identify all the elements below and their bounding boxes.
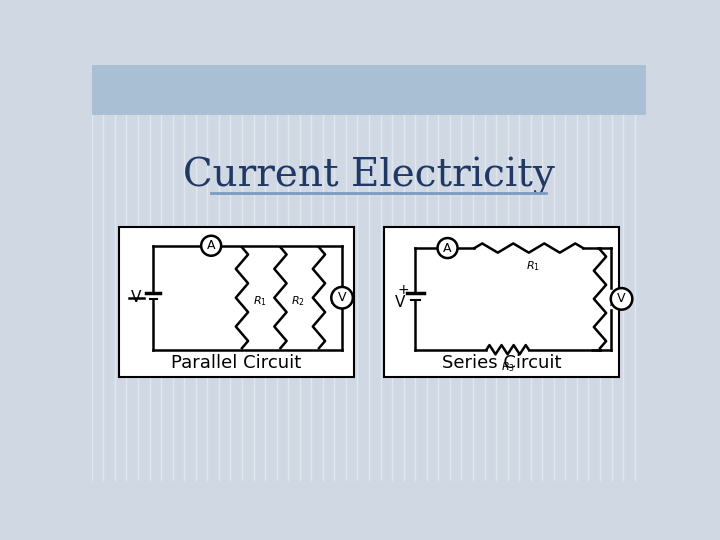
- Text: $R_2$: $R_2$: [291, 295, 305, 308]
- Text: A: A: [444, 241, 451, 254]
- Text: V: V: [131, 290, 142, 305]
- FancyBboxPatch shape: [384, 226, 619, 377]
- Text: V: V: [338, 291, 346, 304]
- Text: $R_1$: $R_1$: [253, 295, 266, 308]
- Circle shape: [331, 287, 353, 308]
- Circle shape: [438, 238, 457, 258]
- FancyBboxPatch shape: [119, 226, 354, 377]
- Text: +: +: [397, 282, 409, 296]
- Text: Series Circuit: Series Circuit: [442, 354, 562, 372]
- Text: V: V: [395, 295, 405, 310]
- Text: $R_2$: $R_2$: [609, 296, 623, 309]
- Text: Parallel Circuit: Parallel Circuit: [171, 354, 301, 372]
- Text: $R_3$: $R_3$: [330, 295, 343, 308]
- Text: A: A: [207, 239, 215, 252]
- Text: Current Electricity: Current Electricity: [183, 158, 555, 195]
- Text: V: V: [617, 292, 626, 306]
- FancyBboxPatch shape: [92, 65, 647, 115]
- Circle shape: [611, 288, 632, 309]
- Text: $R_1$: $R_1$: [526, 259, 539, 273]
- Text: $R_3$: $R_3$: [500, 360, 515, 374]
- Circle shape: [201, 236, 221, 256]
